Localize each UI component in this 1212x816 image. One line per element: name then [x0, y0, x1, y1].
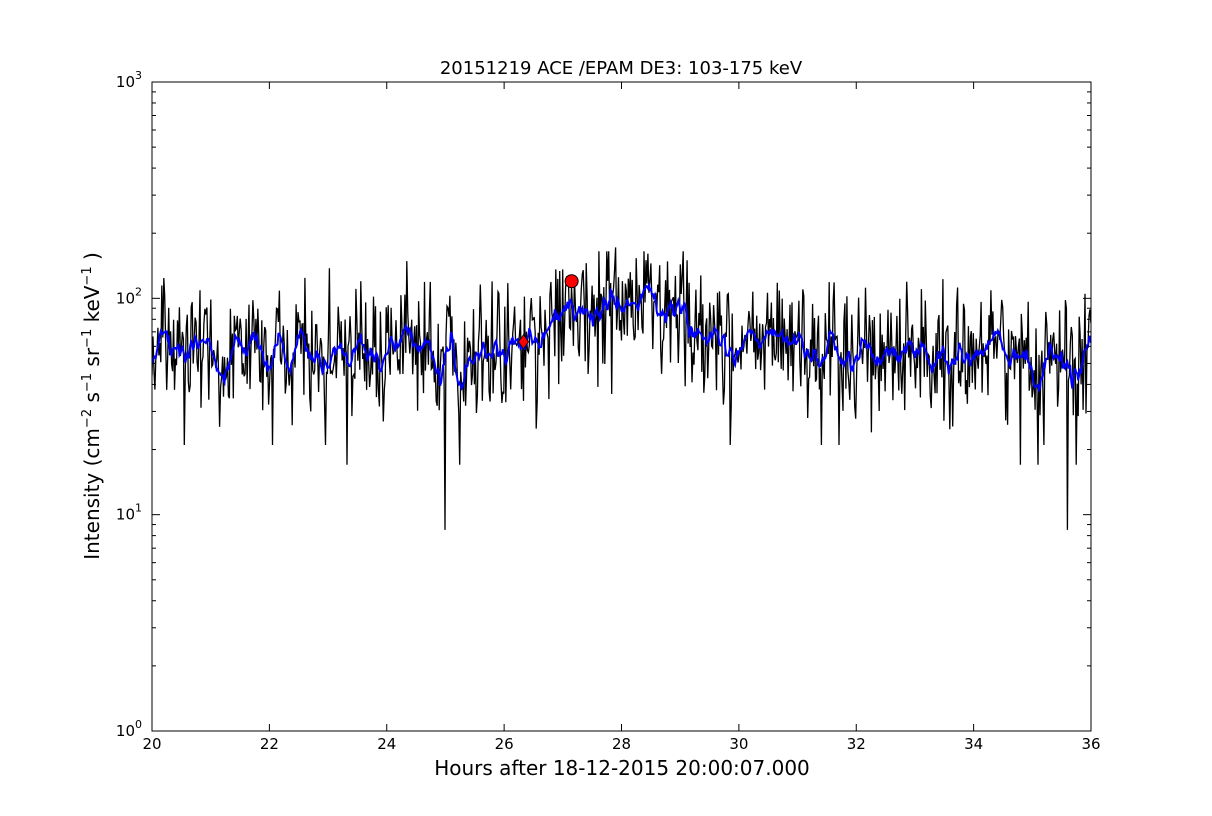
y-label-exp-2: −1	[80, 373, 95, 392]
x-axis-ticks: 20 22 24 26 28 30 32 34 36	[142, 82, 1101, 753]
y-tick-label-0: 100	[116, 718, 142, 740]
y-axis-ticks: 100 101 102 103	[116, 69, 1091, 740]
x-tick-label-0: 20	[142, 735, 161, 753]
y-label-exp-3: −1	[80, 329, 95, 348]
y-label-kev: keV	[80, 285, 104, 329]
x-tick-label-6: 32	[847, 735, 866, 753]
onset-diamond-marker	[518, 334, 529, 350]
x-tick-label-1: 22	[260, 735, 279, 753]
y-tick-label-3: 103	[116, 69, 142, 91]
y-label-sr: sr	[80, 347, 104, 373]
x-tick-label-3: 26	[495, 735, 514, 753]
y-tick-label-1: 101	[116, 502, 142, 524]
x-tick-label-7: 34	[964, 735, 983, 753]
chart-title: 20151219 ACE /EPAM DE3: 103-175 keV	[440, 58, 803, 79]
y-label-exp-4: −1	[80, 266, 95, 285]
x-tick-label-8: 36	[1081, 735, 1100, 753]
x-tick-label-5: 30	[729, 735, 748, 753]
raw-intensity-line	[152, 247, 1091, 530]
smoothed-intensity-line	[152, 281, 1091, 394]
y-axis-label: Intensity (cm−2 s−1 sr−1 keV−1 )	[80, 252, 104, 560]
y-label-exp-1: −2	[80, 409, 95, 428]
peak-circle-marker	[564, 274, 579, 289]
y-label-prefix: Intensity (cm	[80, 428, 104, 560]
x-tick-label-4: 28	[612, 735, 631, 753]
y-tick-label-2: 102	[116, 285, 142, 307]
x-tick-label-2: 24	[377, 735, 396, 753]
y-label-suffix: )	[80, 252, 104, 266]
x-axis-label: Hours after 18-12-2015 20:00:07.000	[434, 756, 810, 780]
y-label-s: s	[80, 392, 104, 409]
